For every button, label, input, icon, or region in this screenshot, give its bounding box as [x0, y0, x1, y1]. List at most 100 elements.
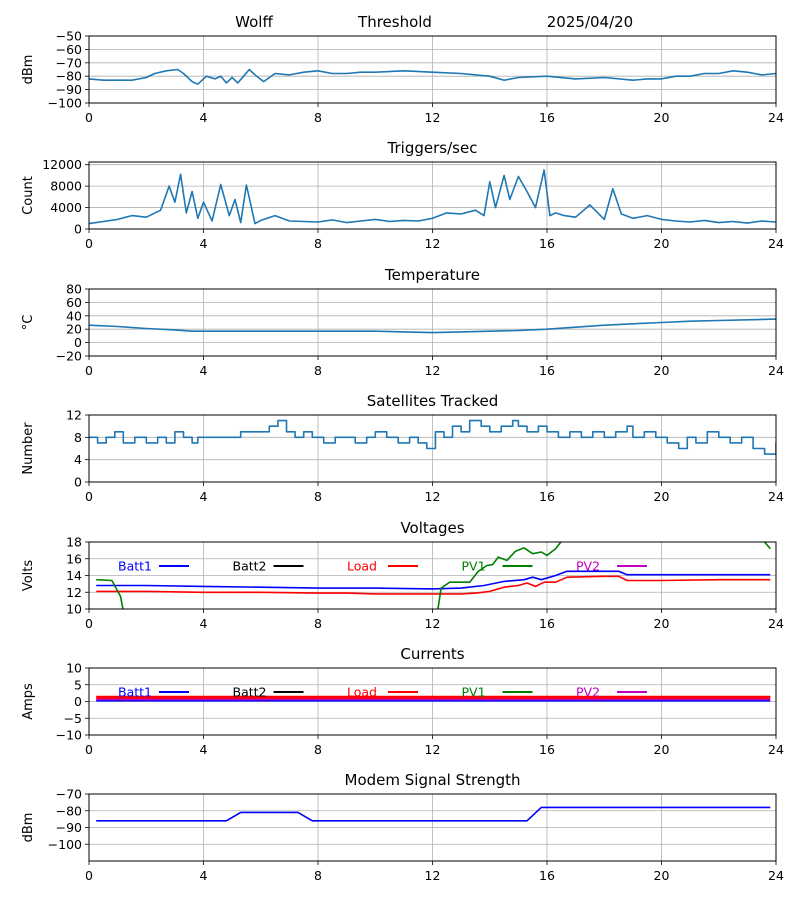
mode-label: Threshold [357, 13, 432, 31]
voltages-xtick-label: 16 [539, 616, 555, 631]
triggers-chart-panel: Triggers/sec 0 4 8 12 16 20 24 0 4000 8000 12000 Cou… [21, 139, 784, 251]
signal-ytick-label: −100 [48, 96, 82, 111]
satellites-ytick-label: 4 [74, 452, 82, 467]
signal-plot-frame [88, 35, 777, 104]
triggers-ytick-label: 0 [74, 222, 82, 237]
satellites-xtick-label: 4 [200, 489, 208, 504]
voltages-ytick-label: 12 [66, 585, 82, 600]
currents-ytick-label: 0 [74, 694, 82, 709]
voltages-xtick-label: 24 [768, 616, 784, 631]
modem-ytick-label: −90 [56, 820, 82, 835]
triggers-xtick-label: 20 [654, 236, 670, 251]
modem-ytick-label: −100 [48, 837, 82, 852]
triggers-xtick-label: 8 [314, 236, 322, 251]
modem-xtick-label: 4 [200, 868, 208, 883]
voltages-plot-frame [88, 541, 777, 610]
triggers-xtick-label: 0 [85, 236, 93, 251]
triggers-xtick-label: 24 [768, 236, 784, 251]
currents-xtick-label: 12 [425, 742, 441, 757]
signal-ytick-label: −60 [56, 42, 82, 57]
currents-ytick-label: 10 [66, 661, 82, 676]
modem-ytick-label: −70 [56, 787, 82, 802]
temperature-xtick-label: 0 [85, 363, 93, 378]
triggers-ytick-label: 8000 [50, 179, 82, 194]
signal-xtick-label: 8 [314, 110, 322, 125]
triggers-xtick-label: 16 [539, 236, 555, 251]
triggers-title: Triggers/sec [387, 139, 478, 157]
currents-title: Currents [400, 645, 464, 663]
temperature-series-line [89, 318, 776, 334]
voltages-series-line-load [96, 575, 771, 595]
modem-xtick-label: 24 [768, 868, 784, 883]
voltages-xtick-label: 12 [425, 616, 441, 631]
currents-ylabel: Amps [21, 683, 36, 720]
temperature-title: Temperature [384, 266, 480, 284]
modem-ylabel: dBm [21, 813, 36, 843]
signal-xtick-label: 0 [85, 110, 93, 125]
temperature-xtick-label: 16 [539, 363, 555, 378]
signal-series-line [89, 68, 776, 85]
currents-legend-label: PV2 [576, 685, 600, 700]
voltages-xtick-label: 8 [314, 616, 322, 631]
satellites-xtick-label: 0 [85, 489, 93, 504]
temperature-ytick-label: 60 [66, 295, 82, 310]
signal-ylabel: dBm [21, 55, 36, 85]
signal-xtick-label: 4 [200, 110, 208, 125]
voltages-series-line-batt1 [96, 570, 771, 590]
satellites-title: Satellites Tracked [367, 392, 498, 410]
voltages-ylabel: Volts [21, 560, 36, 592]
currents-legend-label: PV1 [462, 685, 486, 700]
currents-xtick-label: 8 [314, 742, 322, 757]
signal-ytick-label: −50 [56, 29, 82, 44]
temperature-ylabel: °C [21, 315, 36, 331]
signal-ytick-label: −80 [56, 69, 82, 84]
temperature-xtick-label: 20 [654, 363, 670, 378]
currents-legend-label: Batt1 [118, 685, 152, 700]
satellites-xtick-label: 12 [425, 489, 441, 504]
currents-ytick-label: 5 [74, 677, 82, 692]
voltages-legend-label: Load [347, 559, 377, 574]
triggers-plot-frame [88, 161, 777, 230]
modem-xtick-label: 20 [654, 868, 670, 883]
currents-xtick-label: 16 [539, 742, 555, 757]
currents-legend-label: Load [347, 685, 377, 700]
satellites-chart-panel: Satellites Tracked 0 4 8 12 16 20 24 0 4 8 12 Number [21, 392, 784, 504]
temperature-xtick-label: 8 [314, 363, 322, 378]
satellites-ytick-label: 12 [66, 408, 82, 423]
currents-xtick-label: 4 [200, 742, 208, 757]
currents-xtick-label: 20 [654, 742, 670, 757]
currents-plot-frame [88, 667, 777, 736]
temperature-ytick-label: 20 [66, 322, 82, 337]
voltages-legend-label: PV1 [462, 559, 486, 574]
modem-xtick-label: 12 [425, 868, 441, 883]
signal-xtick-label: 20 [654, 110, 670, 125]
temperature-xtick-label: 4 [200, 363, 208, 378]
triggers-ylabel: Count [21, 176, 36, 215]
satellites-ytick-label: 0 [74, 475, 82, 490]
voltages-ytick-label: 10 [66, 602, 82, 617]
modem-title: Modem Signal Strength [345, 771, 521, 789]
voltages-xtick-label: 4 [200, 616, 208, 631]
currents-xtick-label: 0 [85, 742, 93, 757]
station-name: Wolff [235, 13, 273, 31]
currents-ytick-label: −10 [56, 728, 82, 743]
satellites-ylabel: Number [21, 422, 36, 475]
satellites-xtick-label: 8 [314, 489, 322, 504]
signal-chart-panel: 0 4 8 12 16 20 24 −100−90−80−70−60−50 dBm [21, 29, 784, 126]
voltages-legend-label: PV2 [576, 559, 600, 574]
temperature-xtick-label: 24 [768, 363, 784, 378]
currents-ytick-label: −5 [64, 711, 82, 726]
signal-ytick-label: −90 [56, 82, 82, 97]
voltages-ytick-label: 16 [66, 551, 82, 566]
date-label: 2025/04/20 [547, 13, 633, 31]
voltages-ytick-label: 18 [66, 535, 82, 550]
satellites-xtick-label: 24 [768, 489, 784, 504]
temperature-ytick-label: 40 [66, 308, 82, 323]
voltages-xtick-label: 20 [654, 616, 670, 631]
voltages-legend-label: Batt1 [118, 559, 152, 574]
modem-chart-panel: Modem Signal Strength 0 4 8 12 16 20 24 −100 −90 −… [21, 771, 784, 883]
modem-plot-frame [88, 793, 777, 862]
voltages-xtick-label: 0 [85, 616, 93, 631]
